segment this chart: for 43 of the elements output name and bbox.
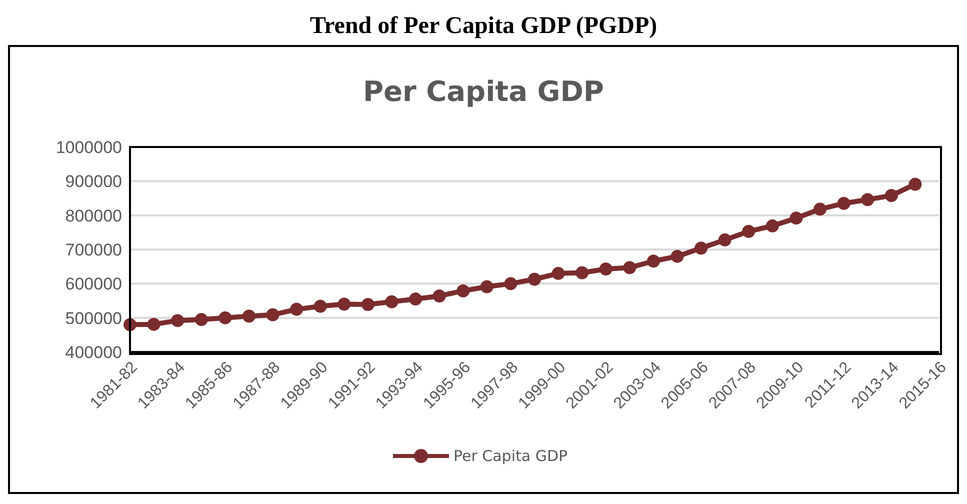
point xyxy=(456,284,470,298)
y-tick-label: 700000 xyxy=(65,240,122,260)
y-tick-label: 600000 xyxy=(65,274,122,294)
point xyxy=(314,300,327,313)
chart-subtitle: Per Capita GDP xyxy=(362,74,605,110)
point xyxy=(670,250,684,263)
point xyxy=(837,196,850,210)
point xyxy=(338,298,351,311)
point xyxy=(194,313,208,326)
point xyxy=(290,302,304,316)
point xyxy=(242,310,256,323)
point xyxy=(766,219,779,232)
y-tick-label: 500000 xyxy=(65,308,122,328)
point xyxy=(361,298,374,312)
point xyxy=(599,262,612,276)
y-tick-label: 900000 xyxy=(65,172,122,192)
y-tick-label: 1000000 xyxy=(56,138,122,158)
point xyxy=(623,261,636,274)
point xyxy=(528,272,541,286)
chart-title: Trend of Per Capita GDP (PGDP) xyxy=(308,12,658,41)
point xyxy=(718,233,732,246)
point xyxy=(790,212,803,225)
point xyxy=(385,295,398,308)
point xyxy=(884,189,898,202)
point xyxy=(646,254,660,268)
point xyxy=(694,242,708,255)
point xyxy=(861,193,874,206)
point xyxy=(480,280,494,294)
point xyxy=(742,224,756,238)
point xyxy=(814,202,827,216)
point xyxy=(908,178,922,191)
y-tick-label: 400000 xyxy=(65,343,122,362)
point xyxy=(552,266,565,280)
point xyxy=(218,311,232,324)
point xyxy=(576,266,589,280)
point xyxy=(171,314,184,328)
point xyxy=(409,292,422,306)
legend-label: Per Capita GDP xyxy=(452,447,568,465)
y-tick-label: 800000 xyxy=(65,206,122,226)
point xyxy=(266,308,280,322)
point xyxy=(504,277,518,290)
point xyxy=(147,318,160,331)
point xyxy=(432,289,446,302)
